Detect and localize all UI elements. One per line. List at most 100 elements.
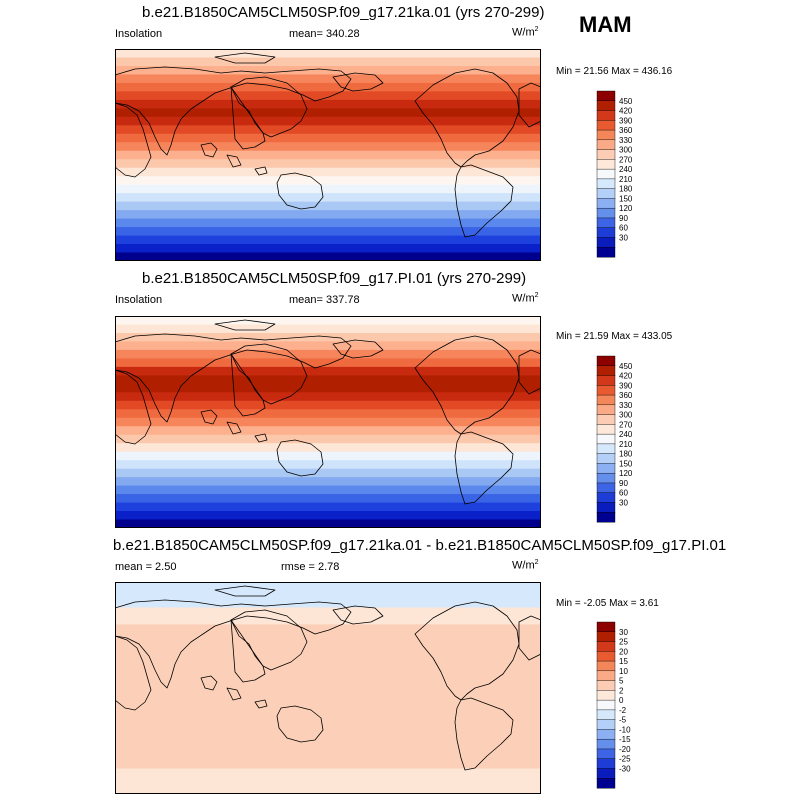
field-band xyxy=(115,176,541,186)
colorbar-swatch xyxy=(596,758,616,769)
panel-1-map xyxy=(115,49,541,261)
colorbar-swatch xyxy=(596,110,616,121)
field-band xyxy=(115,227,541,237)
colorbar-swatch xyxy=(596,178,616,190)
panel-2-units: W/m2 xyxy=(512,292,539,305)
colorbar-tick-label: -10 xyxy=(619,725,631,734)
coastline-path xyxy=(115,102,152,178)
coastline-path xyxy=(200,142,218,158)
coastline-path xyxy=(276,439,324,477)
colorbar-tick-label: -30 xyxy=(619,764,631,773)
field-band xyxy=(115,316,541,326)
colorbar-swatch xyxy=(596,719,616,730)
field-band xyxy=(115,777,541,787)
coastline-path xyxy=(254,166,268,176)
colorbar-tick-label: 300 xyxy=(619,146,633,155)
colorbar-swatch xyxy=(596,472,616,484)
colorbar-tick-label: 270 xyxy=(619,155,633,164)
colorbar-tick-label: 30 xyxy=(619,628,628,637)
panel-3-map xyxy=(115,582,541,794)
colorbar-swatch xyxy=(596,631,616,643)
map-frame xyxy=(115,49,541,261)
field-band xyxy=(115,49,541,59)
coastline-path xyxy=(230,619,266,683)
colorbar-tick-label: 240 xyxy=(619,165,633,174)
field-band xyxy=(115,590,541,600)
map-frame xyxy=(115,582,541,794)
colorbar-tick-label: 360 xyxy=(619,391,633,400)
field-band xyxy=(115,417,541,427)
coastline-path xyxy=(115,369,152,445)
panel-3-units: W/m2 xyxy=(512,559,539,572)
field-band xyxy=(115,366,541,376)
colorbar-tick-label: 180 xyxy=(619,450,633,459)
field-band xyxy=(115,193,541,203)
field-band xyxy=(115,244,541,254)
colorbar-swatch xyxy=(596,748,616,760)
field-band xyxy=(115,760,541,770)
field-band xyxy=(115,632,541,642)
colorbar-swatch xyxy=(596,217,616,229)
field-band xyxy=(115,167,541,177)
colorbar-tick-label: 0 xyxy=(619,696,624,705)
colorbar-tick-label: 2 xyxy=(619,686,624,695)
field-band xyxy=(115,785,541,794)
colorbar-tick-label: 330 xyxy=(619,401,633,410)
colorbar-swatch xyxy=(596,660,616,672)
panel-3-rmse-label: rmse = 2.78 xyxy=(281,561,340,573)
field-band xyxy=(115,210,541,220)
field-band xyxy=(115,709,541,719)
field-band xyxy=(115,392,541,402)
coastline-path xyxy=(414,68,520,168)
coastline-path xyxy=(518,82,541,128)
field-band xyxy=(115,332,541,343)
colorbar-swatch xyxy=(596,443,616,455)
panel-3-mean-label: mean = 2.50 xyxy=(115,561,177,573)
colorbar-swatch xyxy=(596,424,616,435)
colorbar-swatch xyxy=(596,738,616,750)
field-band xyxy=(115,218,541,228)
colorbar-swatch xyxy=(596,680,616,691)
colorbar-tick-label: -2 xyxy=(619,706,627,715)
colorbar-swatch xyxy=(596,453,616,464)
colorbar-swatch xyxy=(596,355,616,367)
colorbar-tick-label: 30 xyxy=(619,233,628,242)
colorbar-tick-label: 15 xyxy=(619,657,628,666)
coastline-path xyxy=(115,599,352,689)
field-band xyxy=(115,235,541,245)
colorbar-tick-label: 120 xyxy=(619,204,633,213)
field-band xyxy=(115,133,541,143)
field-band xyxy=(115,519,541,528)
colorbar-tick-label: 360 xyxy=(619,126,633,135)
field-band xyxy=(115,116,541,126)
field-band xyxy=(115,451,541,461)
coastline-path xyxy=(200,409,218,425)
field-band xyxy=(115,341,541,351)
colorbar-swatch xyxy=(596,394,616,406)
coastline-path xyxy=(214,319,276,331)
coastlines xyxy=(115,319,541,505)
colorbar-swatch xyxy=(596,433,616,445)
colorbar-swatch xyxy=(596,120,616,131)
colorbar-swatch xyxy=(596,512,616,523)
field-band xyxy=(115,692,541,702)
colorbar-tick-label: 180 xyxy=(619,185,633,194)
field-band xyxy=(115,658,541,668)
field-band xyxy=(115,375,541,385)
colorbar-tick-label: 390 xyxy=(619,116,633,125)
colorbar-swatch xyxy=(596,385,616,396)
field-band xyxy=(115,700,541,710)
field-band xyxy=(115,675,541,685)
field-band xyxy=(115,751,541,761)
panel-1-variable-label: Insolation xyxy=(115,28,163,40)
colorbar-swatch xyxy=(596,129,616,141)
field-band xyxy=(115,485,541,495)
field-band xyxy=(115,82,541,92)
field-band xyxy=(115,494,541,504)
coastline-path xyxy=(115,66,352,156)
field-band xyxy=(115,734,541,744)
field-band xyxy=(115,607,541,617)
coastline-path xyxy=(414,335,520,435)
field-band xyxy=(115,201,541,211)
colorbar-swatch xyxy=(596,247,616,258)
